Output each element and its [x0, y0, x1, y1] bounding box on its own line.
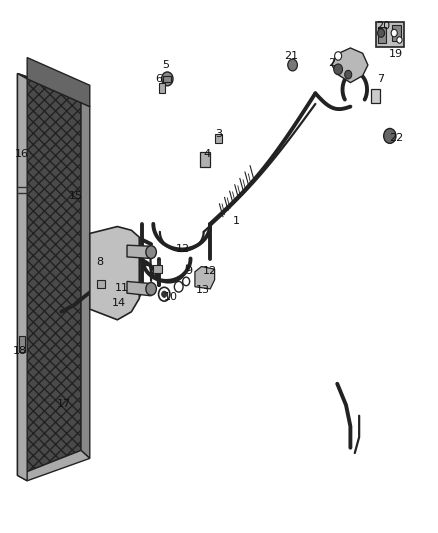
- Bar: [19, 336, 25, 352]
- Circle shape: [159, 287, 170, 301]
- Circle shape: [146, 246, 156, 259]
- Text: 18: 18: [13, 346, 27, 356]
- Polygon shape: [18, 74, 90, 107]
- Circle shape: [174, 281, 183, 292]
- Bar: [376, 22, 404, 47]
- Bar: [97, 279, 105, 288]
- Polygon shape: [18, 74, 27, 481]
- Text: 1: 1: [233, 216, 240, 226]
- Text: 12: 12: [203, 266, 217, 276]
- Polygon shape: [18, 74, 81, 475]
- Polygon shape: [195, 266, 215, 289]
- Circle shape: [335, 52, 342, 60]
- Polygon shape: [90, 227, 139, 320]
- Text: 8: 8: [96, 257, 103, 267]
- Circle shape: [183, 277, 190, 286]
- Polygon shape: [127, 281, 151, 296]
- Text: 9: 9: [185, 266, 192, 276]
- Bar: [153, 265, 162, 273]
- Text: 16: 16: [15, 149, 29, 158]
- Text: 21: 21: [284, 51, 298, 61]
- Circle shape: [384, 128, 396, 143]
- Text: 13: 13: [195, 286, 209, 295]
- Text: 6: 6: [155, 74, 162, 84]
- Bar: [215, 134, 222, 143]
- Polygon shape: [27, 58, 90, 107]
- Polygon shape: [81, 96, 90, 458]
- Polygon shape: [332, 48, 368, 83]
- Circle shape: [162, 72, 173, 86]
- Polygon shape: [127, 245, 151, 259]
- Text: 3: 3: [215, 130, 223, 139]
- Circle shape: [146, 282, 156, 295]
- Text: 15: 15: [68, 191, 82, 201]
- Text: 10: 10: [164, 293, 178, 302]
- Text: 17: 17: [57, 399, 71, 409]
- Circle shape: [162, 291, 167, 297]
- Polygon shape: [18, 450, 90, 481]
- Text: 22: 22: [389, 133, 403, 142]
- Circle shape: [378, 29, 385, 37]
- Bar: [371, 90, 380, 102]
- Bar: [392, 25, 401, 41]
- Bar: [200, 152, 210, 167]
- Text: 19: 19: [389, 50, 403, 59]
- Text: 11: 11: [115, 283, 129, 293]
- Text: 4: 4: [203, 149, 210, 158]
- Bar: [378, 27, 386, 43]
- Bar: [159, 83, 165, 93]
- Text: 7: 7: [378, 74, 385, 84]
- Circle shape: [288, 59, 297, 71]
- Text: 20: 20: [376, 21, 390, 30]
- Text: 2: 2: [328, 58, 335, 68]
- Text: 14: 14: [112, 298, 126, 308]
- Bar: [163, 76, 171, 82]
- Text: 5: 5: [162, 60, 169, 70]
- Circle shape: [397, 37, 402, 43]
- Circle shape: [334, 64, 343, 75]
- Text: 12: 12: [176, 245, 190, 254]
- Circle shape: [345, 70, 352, 79]
- Circle shape: [391, 29, 397, 37]
